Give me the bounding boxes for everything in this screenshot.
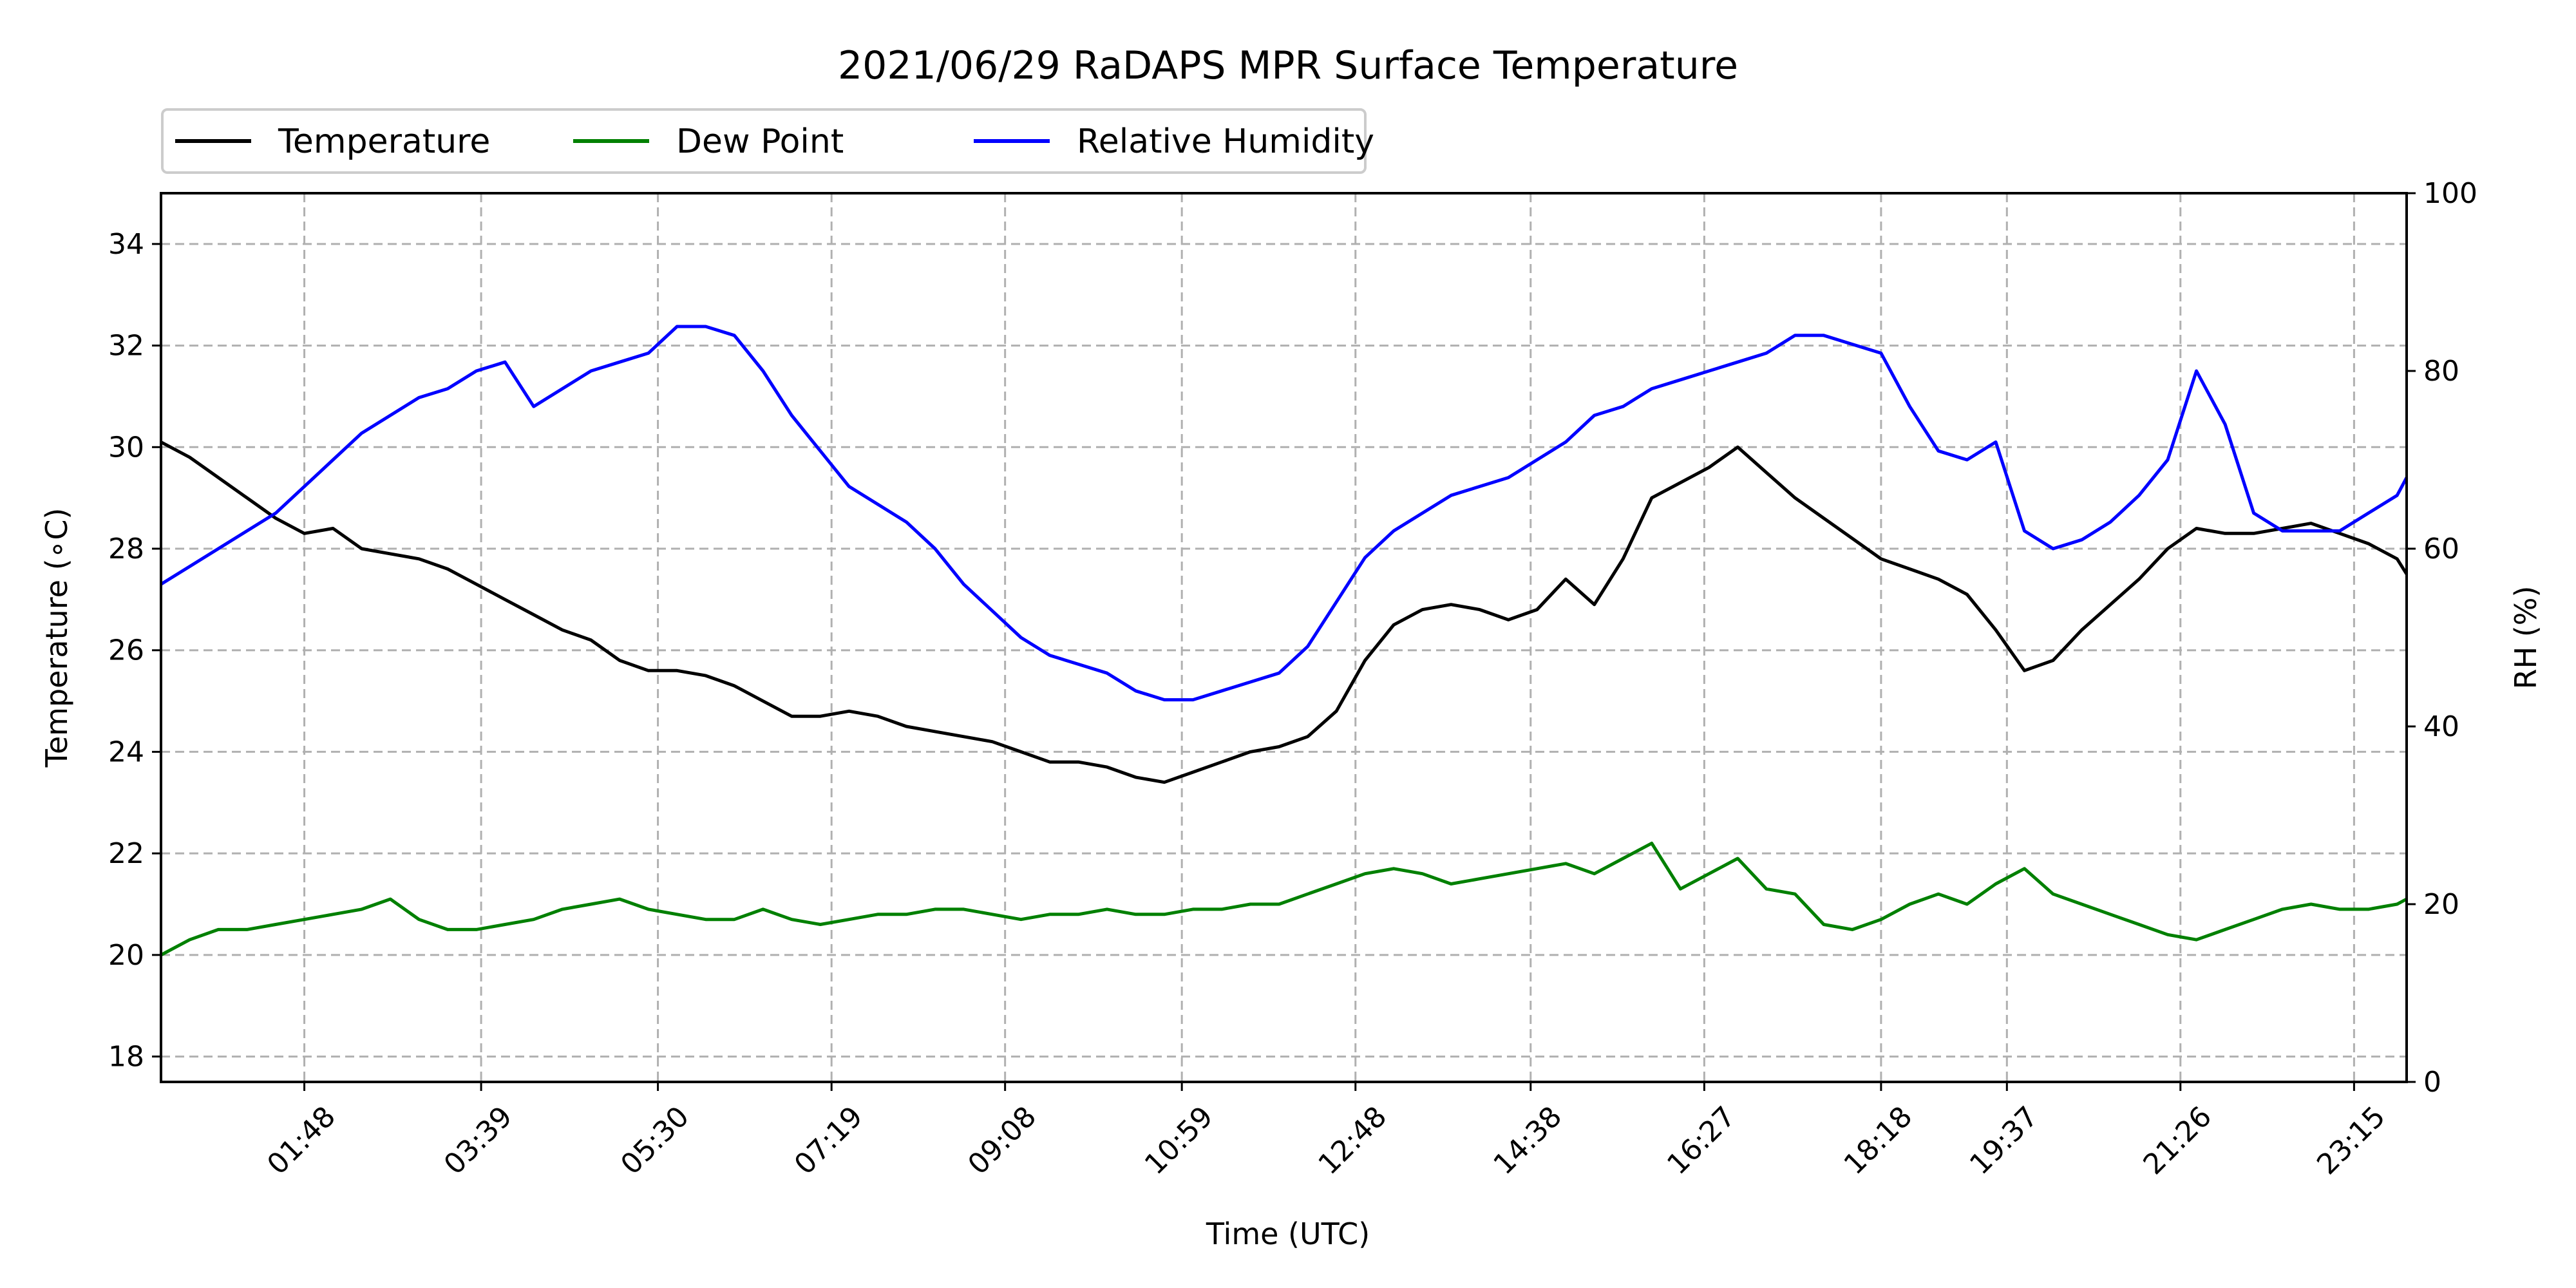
- y2-tick-label: 80: [2423, 355, 2459, 388]
- x-axis-label: Time (UTC): [1206, 1217, 1370, 1251]
- legend-label: Temperature: [278, 122, 490, 161]
- temperature-line: [160, 440, 2409, 784]
- y-tick-label: 26: [108, 634, 144, 667]
- y2-tick-label: 20: [2423, 888, 2459, 921]
- relative-humidity-line: [160, 325, 2409, 702]
- y-axis-label: Temperature (∘C): [39, 508, 74, 768]
- legend-label: Dew Point: [676, 122, 844, 161]
- plot-frame: [160, 192, 2408, 1083]
- y-tick-label: 30: [108, 431, 144, 464]
- y2-axis-label: RH (%): [2508, 586, 2543, 690]
- y2-tick-label: 60: [2423, 533, 2459, 565]
- legend-label: Relative Humidity: [1077, 122, 1374, 161]
- y-tick-label: 22: [108, 837, 144, 870]
- dew-point-line: [160, 841, 2408, 957]
- y-tick-label: 20: [108, 939, 144, 972]
- series-layer: [160, 325, 2409, 957]
- legend: Temperature Dew Point Relative Humidity: [161, 108, 1374, 174]
- y2-tick-label: 40: [2423, 710, 2459, 743]
- y-tick-label: 32: [108, 330, 144, 363]
- y-tick-label: 18: [108, 1041, 144, 1074]
- y-tick-label: 28: [108, 533, 144, 565]
- y2-tick-label: 100: [2423, 177, 2477, 210]
- grid: [161, 193, 2407, 1082]
- y-tick-label: 34: [108, 228, 144, 261]
- y2-tick-label: 0: [2423, 1066, 2441, 1099]
- y-tick-label: 24: [108, 735, 144, 768]
- legend-box: [161, 108, 1367, 174]
- chart-title: 2021/06/29 RaDAPS MPR Surface Temperatur…: [838, 43, 1738, 88]
